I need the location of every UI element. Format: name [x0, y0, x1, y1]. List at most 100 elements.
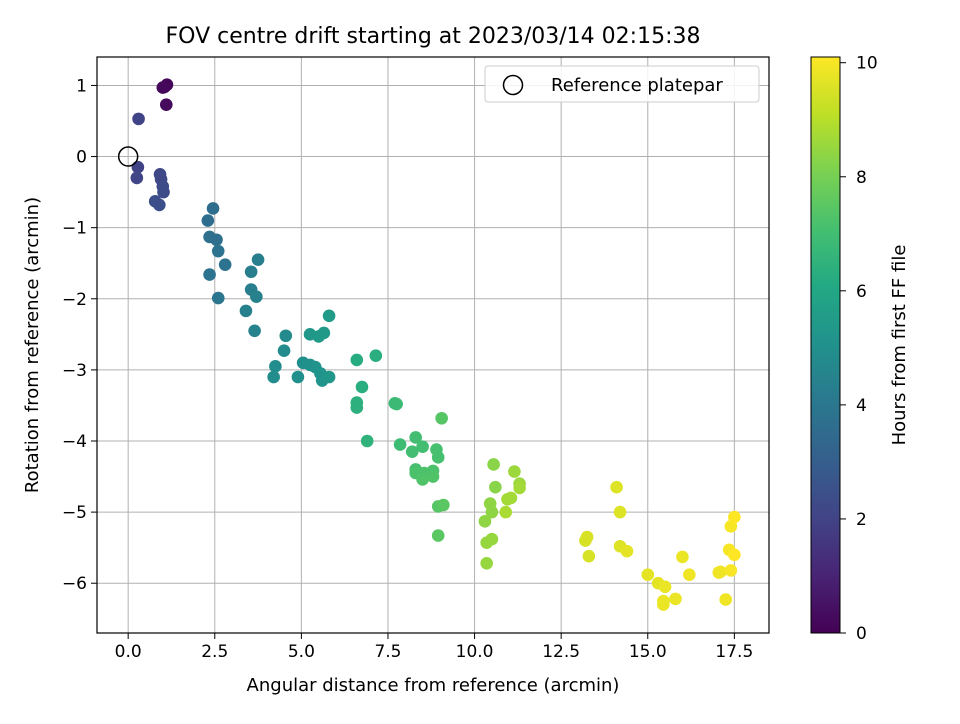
x-tick-label: 2.5	[201, 642, 228, 662]
x-tick-label: 15.0	[629, 642, 667, 662]
colorbar-tick-label: 4	[856, 396, 867, 416]
x-axis-ticks: 0.0 2.5 5.0 7.5 10.0 12.5 15.0 17.5	[115, 633, 753, 662]
data-point	[131, 160, 145, 174]
data-point	[719, 593, 733, 606]
chart-title: FOV centre drift starting at 2023/03/14 …	[166, 24, 701, 49]
data-point	[669, 592, 682, 606]
y-axis-label: Rotation from reference (arcmin)	[22, 197, 43, 493]
data-point	[269, 360, 282, 373]
data-point	[641, 568, 655, 581]
y-tick-label: −6	[62, 574, 87, 594]
colorbar-gradient	[810, 56, 841, 634]
data-point	[416, 473, 429, 486]
data-point	[499, 505, 513, 519]
data-point	[130, 171, 144, 185]
x-tick-label: 7.5	[374, 642, 401, 662]
data-point	[480, 557, 493, 570]
legend-entry-label: Reference platepar	[551, 75, 723, 96]
data-point	[210, 233, 223, 247]
data-point	[683, 568, 696, 581]
data-point	[360, 434, 374, 448]
data-point	[322, 370, 336, 384]
data-point	[435, 411, 448, 425]
y-tick-label: −1	[62, 219, 87, 239]
data-point	[322, 309, 336, 323]
data-point	[206, 202, 220, 215]
data-point	[218, 258, 232, 271]
data-point	[390, 397, 403, 411]
colorbar-tick-label: 0	[856, 624, 867, 644]
y-tick-label: −3	[62, 361, 87, 381]
data-point	[487, 458, 500, 471]
x-axis-label: Angular distance from reference (arcmin)	[247, 675, 620, 696]
data-point	[211, 244, 225, 258]
data-point	[728, 548, 741, 562]
plot-frame	[96, 56, 770, 634]
grid-lines	[97, 57, 769, 633]
data-point	[485, 505, 499, 519]
reference-marker-layer	[117, 146, 139, 167]
y-tick-label: −4	[62, 432, 87, 452]
x-tick-label: 0.0	[115, 642, 142, 662]
data-point	[610, 480, 623, 494]
data-point	[480, 536, 493, 549]
data-point	[244, 265, 258, 279]
x-tick-label: 12.5	[542, 642, 580, 662]
data-point	[350, 353, 364, 367]
data-point	[267, 370, 280, 384]
data-point	[714, 565, 727, 579]
data-point	[201, 214, 215, 227]
colorbar-ticks: 0 2 4 6 8 10	[840, 54, 878, 644]
colorbar-tick-label: 8	[856, 168, 867, 188]
data-point	[279, 329, 293, 343]
legend-box	[484, 65, 760, 103]
colorbar-tick-label: 10	[856, 54, 878, 74]
reference-platepar-marker	[117, 146, 139, 167]
data-point	[431, 529, 445, 542]
data-point	[291, 370, 305, 384]
x-tick-label: 10.0	[456, 642, 494, 662]
data-point	[159, 98, 173, 111]
data-point	[251, 253, 265, 266]
data-point	[579, 534, 592, 547]
y-tick-label: 0	[76, 148, 87, 168]
data-point	[239, 304, 253, 318]
data-point	[501, 493, 514, 506]
data-point	[405, 445, 419, 458]
data-point	[676, 550, 689, 564]
x-tick-label: 5.0	[288, 642, 315, 662]
data-point	[478, 515, 492, 528]
data-point	[426, 470, 440, 483]
data-point	[508, 465, 521, 478]
data-point	[211, 291, 225, 305]
data-point	[658, 580, 672, 594]
data-point	[250, 290, 263, 303]
colorbar-label: Hours from first FF file	[889, 245, 910, 446]
data-point	[248, 324, 261, 338]
y-axis-ticks: 1 0 −1 −2 −3 −4 −5 −6	[62, 76, 97, 594]
data-point	[355, 380, 369, 394]
legend-reference-marker-icon	[502, 74, 524, 96]
y-tick-label: 1	[76, 76, 87, 96]
data-point	[156, 81, 170, 94]
data-point	[513, 481, 526, 495]
data-point	[277, 344, 291, 357]
colorbar-tick-label: 6	[856, 282, 867, 302]
y-tick-label: −5	[62, 503, 87, 523]
data-point	[431, 451, 445, 464]
data-point	[350, 401, 364, 414]
data-point	[437, 498, 450, 512]
data-point	[620, 544, 634, 558]
data-point	[153, 198, 166, 212]
data-point	[369, 349, 383, 362]
data-point	[416, 440, 429, 453]
data-point	[203, 268, 216, 281]
data-point	[582, 549, 596, 563]
data-point	[613, 505, 627, 519]
data-point	[728, 510, 741, 524]
data-points	[130, 78, 741, 611]
colorbar-tick-label: 2	[856, 510, 867, 530]
colorbar: 0 2 4 6 8 10 Hours from first FF file	[810, 54, 910, 644]
